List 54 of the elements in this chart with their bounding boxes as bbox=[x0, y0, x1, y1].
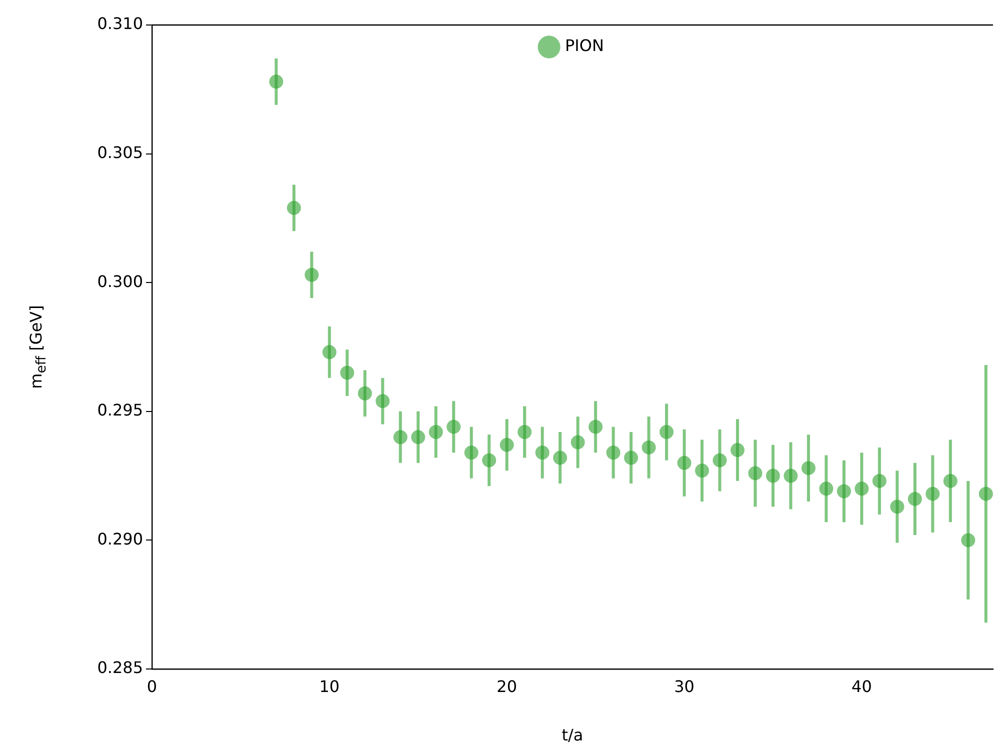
y-tick-label: 0.285 bbox=[97, 658, 143, 678]
y-tick-label: 0.310 bbox=[97, 14, 143, 34]
point bbox=[819, 482, 834, 496]
point bbox=[340, 366, 354, 380]
point bbox=[393, 430, 408, 444]
point bbox=[854, 482, 869, 496]
x-tick-label: 20 bbox=[496, 676, 518, 696]
point bbox=[695, 464, 710, 478]
point bbox=[322, 345, 336, 360]
point bbox=[766, 468, 780, 483]
y-tick-label: 0.300 bbox=[97, 272, 143, 291]
point bbox=[535, 446, 550, 460]
point bbox=[269, 74, 284, 89]
x-tick-label: 0 bbox=[146, 676, 158, 696]
point bbox=[926, 486, 940, 501]
point bbox=[730, 443, 745, 458]
point bbox=[570, 435, 585, 450]
point bbox=[286, 200, 301, 215]
point bbox=[784, 468, 798, 483]
point bbox=[464, 446, 478, 460]
point bbox=[890, 500, 904, 514]
point bbox=[588, 420, 603, 434]
x-tick-label: 10 bbox=[319, 676, 340, 696]
point bbox=[428, 425, 443, 440]
point bbox=[836, 484, 851, 498]
point bbox=[553, 450, 568, 465]
point bbox=[642, 440, 656, 454]
point bbox=[660, 425, 674, 440]
point bbox=[624, 450, 638, 465]
point bbox=[712, 453, 727, 468]
point bbox=[943, 474, 958, 488]
point bbox=[411, 430, 426, 444]
point bbox=[872, 474, 886, 488]
point bbox=[304, 268, 319, 282]
point bbox=[482, 453, 496, 468]
point bbox=[446, 420, 461, 434]
x-axis-title: t/a bbox=[562, 726, 584, 745]
point bbox=[908, 492, 922, 506]
y-tick-label: 0.290 bbox=[97, 529, 143, 548]
x-tick-label: 30 bbox=[674, 676, 694, 696]
point bbox=[677, 456, 692, 470]
point bbox=[500, 438, 514, 452]
point bbox=[518, 425, 532, 440]
y-tick-label: 0.295 bbox=[97, 400, 143, 420]
x-tick-label: 40 bbox=[852, 676, 872, 696]
legend-label: PION bbox=[565, 36, 604, 56]
point bbox=[748, 466, 762, 480]
point bbox=[358, 386, 372, 400]
y-tick-label: 0.305 bbox=[97, 142, 143, 162]
point bbox=[978, 486, 993, 501]
point bbox=[606, 446, 620, 460]
point bbox=[961, 533, 976, 548]
point bbox=[376, 394, 390, 408]
point bbox=[801, 461, 816, 476]
